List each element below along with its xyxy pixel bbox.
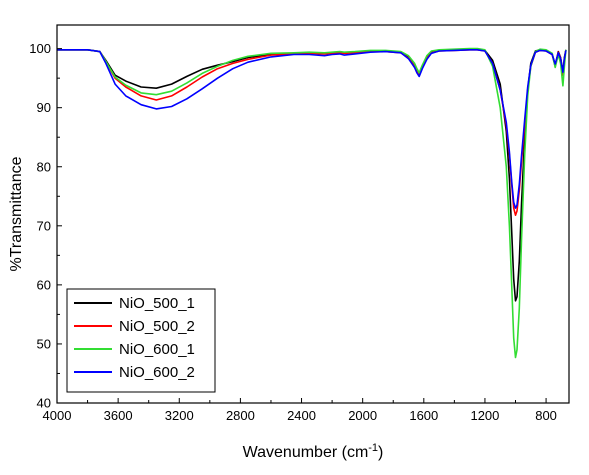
- x-axis-title-end: ): [378, 444, 383, 461]
- y-axis-title: %Transmittance: [8, 156, 25, 271]
- x-tick-label: 3200: [165, 408, 194, 423]
- y-axis: 40 50 60 70 80 90 100: [29, 41, 62, 411]
- x-tick-label: 3600: [104, 408, 133, 423]
- plot-frame: [56, 24, 570, 404]
- x-tick-label: 1200: [470, 408, 499, 423]
- x-tick-label: 2000: [348, 408, 377, 423]
- x-tick-label: 2800: [226, 408, 255, 423]
- legend-label: NiO_600_2: [119, 364, 195, 381]
- x-tick-label: 800: [535, 408, 557, 423]
- x-tick-label: 2400: [287, 408, 316, 423]
- legend-label: NiO_500_2: [119, 318, 195, 335]
- legend-label: NiO_600_1: [119, 341, 195, 358]
- y-tick-label: 60: [37, 277, 51, 292]
- series-layer: [57, 47, 567, 359]
- legend-box: [66, 288, 216, 393]
- y-tick-label: 70: [37, 218, 51, 233]
- legend: NiO_500_1 NiO_500_2 NiO_600_1 NiO_600_2: [66, 288, 216, 393]
- x-axis-title-superscript: -1: [368, 442, 378, 454]
- y-tick-label: 90: [37, 100, 51, 115]
- y-tick-label: 50: [37, 336, 51, 351]
- x-axis-title-main: Wavenumber (cm: [243, 444, 369, 461]
- y-tick-label: 80: [37, 159, 51, 174]
- series-line-nio-600-2: [57, 48, 567, 209]
- x-axis-title: Wavenumber (cm-1): [243, 442, 384, 461]
- y-tick-label: 40: [37, 396, 51, 411]
- x-tick-label: 4000: [43, 408, 72, 423]
- x-axis: 4000 3600 3200 2800 2400 2000 1600 1200 800: [43, 398, 557, 423]
- x-tick-label: 1600: [409, 408, 438, 423]
- y-tick-label: 100: [29, 41, 51, 56]
- legend-label: NiO_500_1: [119, 295, 195, 312]
